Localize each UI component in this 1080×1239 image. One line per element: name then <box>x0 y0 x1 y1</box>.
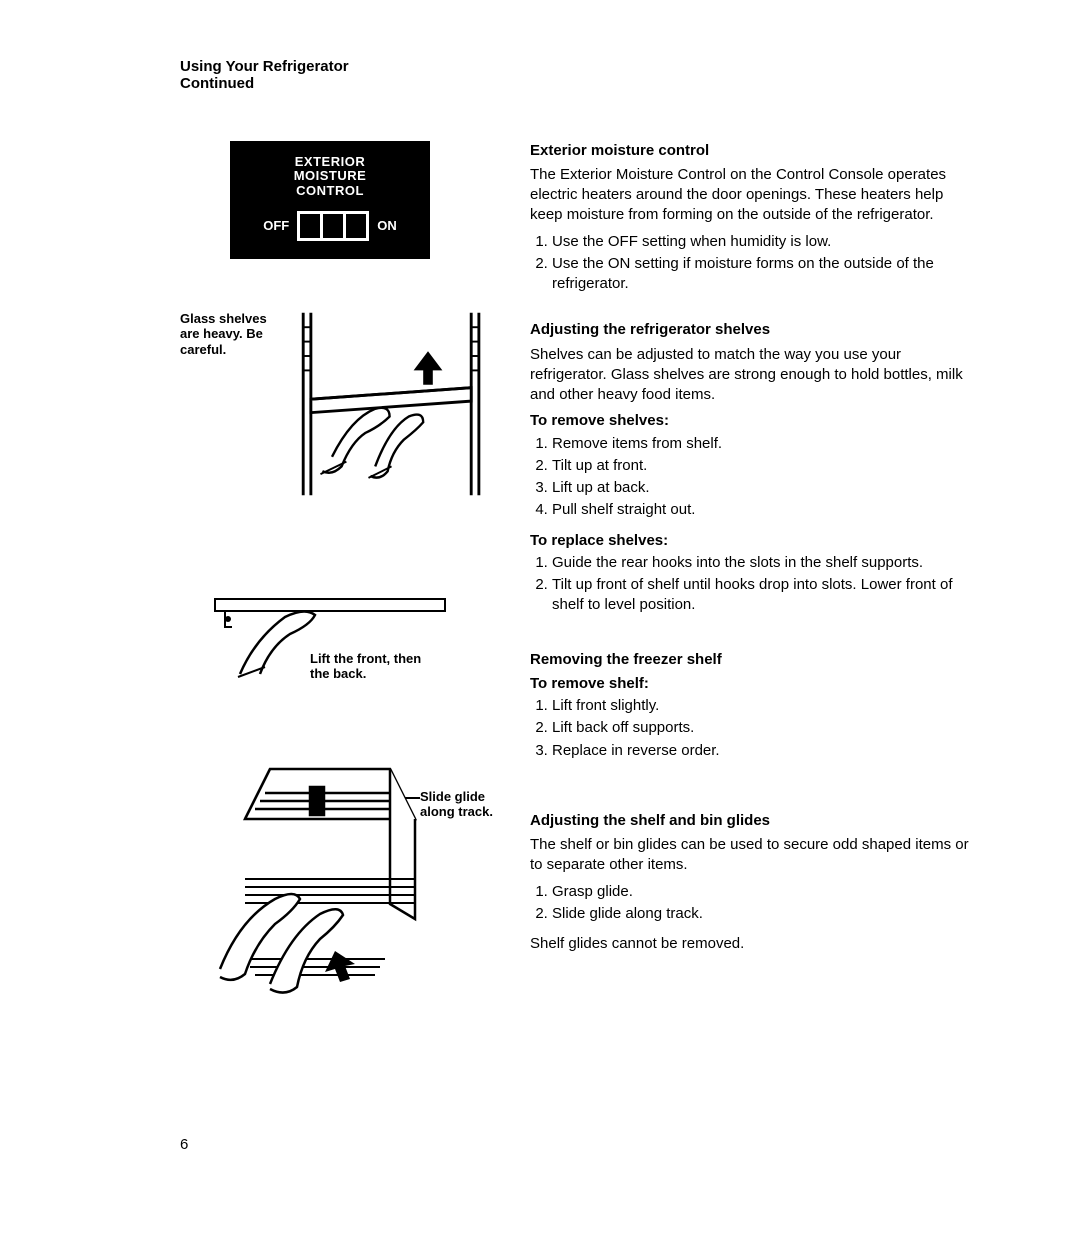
two-column-layout: EXTERIOR MOISTURE CONTROL OFF ON Glass s… <box>180 141 990 1009</box>
sec2-heading: Adjusting the refrigerator shelves <box>530 320 970 340</box>
page-number: 6 <box>180 1135 188 1155</box>
sec3-list: Lift front slightly. Lift back off suppo… <box>530 696 970 761</box>
shelf-removal-illustration <box>284 309 500 499</box>
list-item: Tilt up at front. <box>552 456 970 476</box>
sec1-list: Use the OFF setting when humidity is low… <box>530 232 970 295</box>
section-moisture: Exterior moisture control The Exterior M… <box>530 141 970 295</box>
glide-illustration <box>215 759 420 999</box>
panel-title-l1: EXTERIOR <box>230 155 430 170</box>
section-shelves: Adjusting the refrigerator shelves Shelv… <box>530 320 970 615</box>
sec3-sub-heading: To remove shelf: <box>530 674 970 694</box>
sec4-list: Grasp glide. Slide glide along track. <box>530 882 970 925</box>
list-item: Use the ON setting if moisture forms on … <box>552 254 970 295</box>
list-item: Use the OFF setting when humidity is low… <box>552 232 970 252</box>
sec2-sub1-heading: To remove shelves: <box>530 411 970 431</box>
glide-figure <box>215 759 420 999</box>
list-item: Lift front slightly. <box>552 696 970 716</box>
shelf-removal-figure-wrap: Glass shelves are heavy. Be careful. <box>180 309 500 499</box>
moisture-control-panel-figure: EXTERIOR MOISTURE CONTROL OFF ON <box>230 141 430 259</box>
sec1-para: The Exterior Moisture Control on the Con… <box>530 165 970 226</box>
sec2-para: Shelves can be adjusted to match the way… <box>530 345 970 406</box>
list-item: Replace in reverse order. <box>552 741 970 761</box>
text-column: Exterior moisture control The Exterior M… <box>530 141 990 1009</box>
header-line-2: Continued <box>180 75 990 92</box>
sec2-sub2-list: Guide the rear hooks into the slots in t… <box>530 553 970 616</box>
panel-title-l3: CONTROL <box>230 184 430 199</box>
sec4-note: Shelf glides cannot be removed. <box>530 934 970 954</box>
list-item: Slide glide along track. <box>552 904 970 924</box>
sec3-heading: Removing the freezer shelf <box>530 650 970 670</box>
figures-column: EXTERIOR MOISTURE CONTROL OFF ON Glass s… <box>180 141 500 1009</box>
list-item: Grasp glide. <box>552 882 970 902</box>
freezer-shelf-figure-wrap: Lift the front, then the back. <box>180 589 500 699</box>
list-item: Tilt up front of shelf until hooks drop … <box>552 575 970 616</box>
rocker-switch-icon <box>297 211 369 241</box>
switch-row: OFF ON <box>230 211 430 241</box>
glide-figure-wrap: Slide glide along track. <box>180 759 500 1009</box>
off-label: OFF <box>263 217 289 235</box>
sec2-sub1-list: Remove items from shelf. Tilt up at fron… <box>530 434 970 521</box>
freezer-caption: Lift the front, then the back. <box>310 651 430 682</box>
sec2-sub2-heading: To replace shelves: <box>530 531 970 551</box>
on-label: ON <box>377 217 397 235</box>
header-line-1: Using Your Refrigerator <box>180 58 990 75</box>
glide-caption: Slide glide along track. <box>420 789 510 820</box>
list-item: Guide the rear hooks into the slots in t… <box>552 553 970 573</box>
shelf-caption: Glass shelves are heavy. Be careful. <box>180 309 276 499</box>
list-item: Remove items from shelf. <box>552 434 970 454</box>
panel-title: EXTERIOR MOISTURE CONTROL <box>230 141 430 200</box>
list-item: Pull shelf straight out. <box>552 500 970 520</box>
manual-page: Using Your Refrigerator Continued EXTERI… <box>0 0 1080 1039</box>
sec4-heading: Adjusting the shelf and bin glides <box>530 811 970 831</box>
shelf-removal-figure <box>284 309 500 499</box>
list-item: Lift up at back. <box>552 478 970 498</box>
section-freezer: Removing the freezer shelf To remove she… <box>530 650 970 761</box>
page-header: Using Your Refrigerator Continued <box>180 58 990 93</box>
sec1-heading: Exterior moisture control <box>530 141 970 161</box>
section-glides: Adjusting the shelf and bin glides The s… <box>530 811 970 955</box>
sec4-para: The shelf or bin glides can be used to s… <box>530 835 970 876</box>
panel-title-l2: MOISTURE <box>230 169 430 184</box>
list-item: Lift back off supports. <box>552 718 970 738</box>
